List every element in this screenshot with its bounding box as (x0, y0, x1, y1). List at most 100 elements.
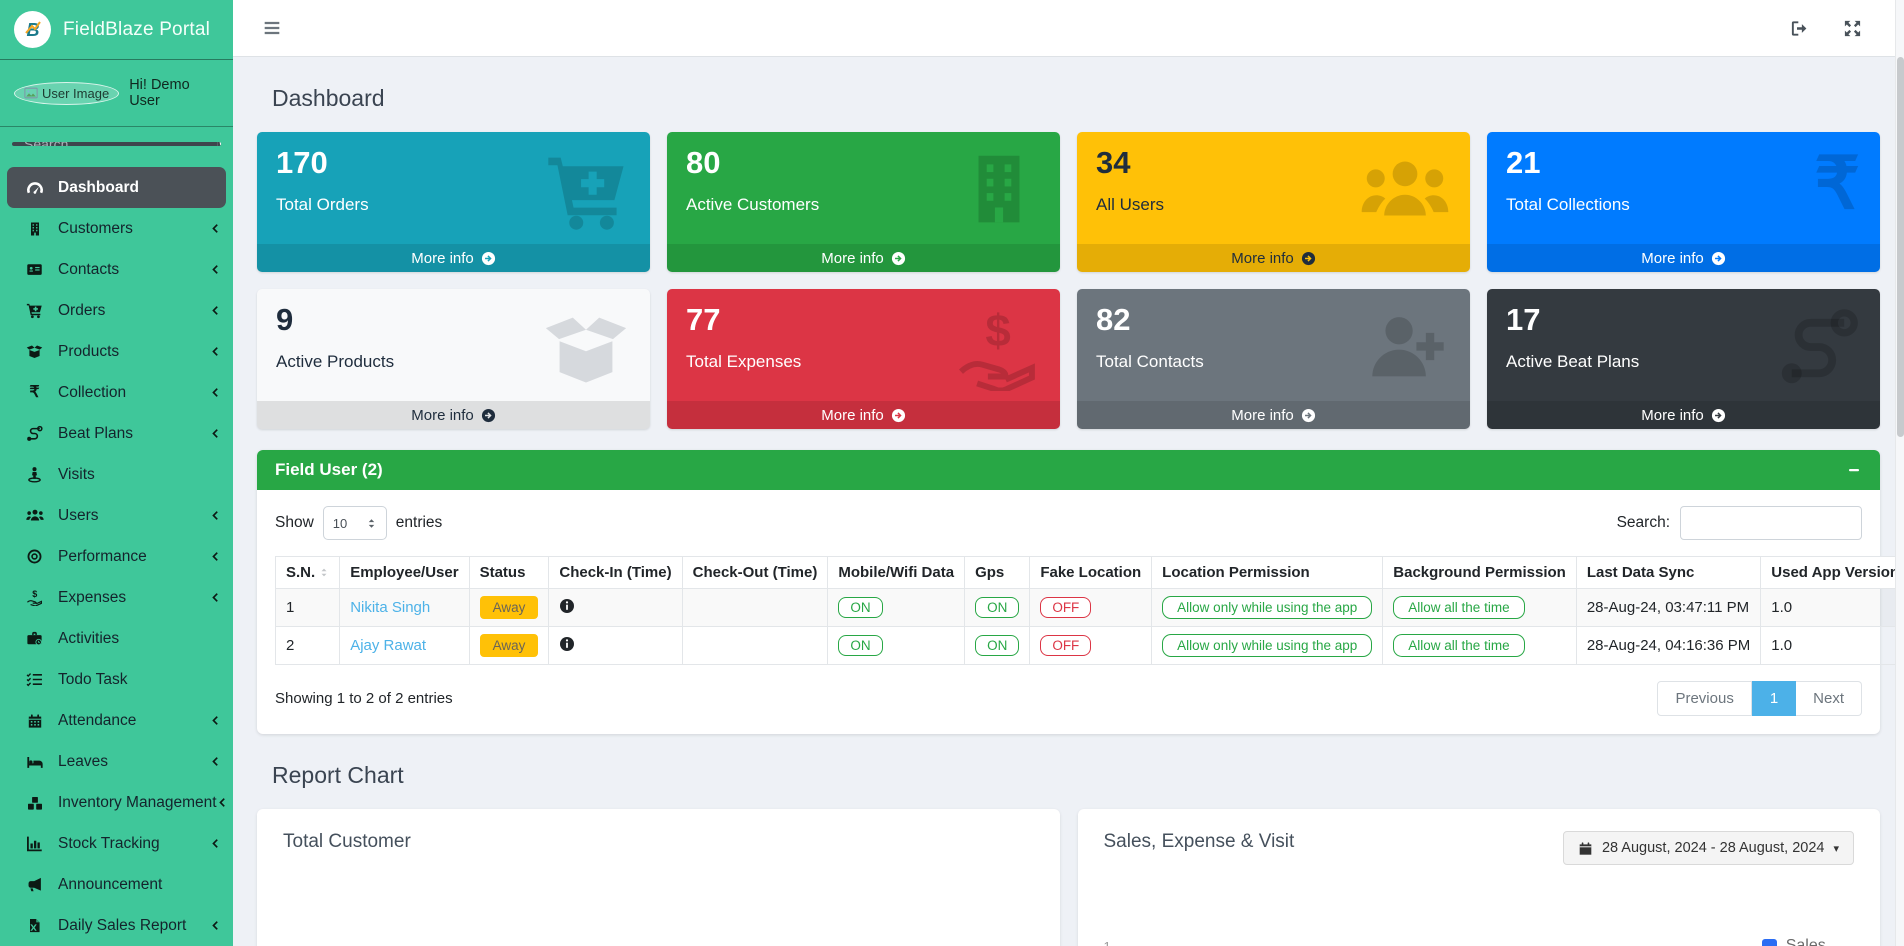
sidebar-search-button[interactable] (217, 142, 221, 146)
sidebar-item-collection[interactable]: ₹ Collection (0, 372, 233, 413)
sidebar-item-products[interactable]: Products (0, 331, 233, 372)
chart-title: Sales, Expense & Visit (1103, 831, 1295, 852)
search-icon (219, 142, 221, 146)
sidebar-item-todo-task[interactable]: Todo Task (0, 659, 233, 700)
card-total-collections: 21 Total Collections ₹ More info (1487, 132, 1880, 272)
hand-dollar-icon: $ (954, 305, 1040, 396)
sidebar-item-expenses[interactable]: $ Expenses (0, 577, 233, 618)
page-length-select[interactable]: 10 (322, 506, 387, 540)
bar-chart-icon (24, 835, 45, 852)
sidebar-item-daily-sales-report[interactable]: Daily Sales Report (0, 905, 233, 946)
field-user-panel-header: Field User (2) (257, 450, 1880, 490)
col-employee[interactable]: Employee/User (339, 556, 470, 589)
pagination-page-1[interactable]: 1 (1751, 681, 1797, 716)
user-avatar-broken-image: User Image (14, 81, 120, 105)
mobile-data-badge: ON (838, 635, 883, 656)
col-sn[interactable]: S.N. (274, 556, 341, 589)
col-last-data-sync[interactable]: Last Data Sync (1575, 556, 1762, 589)
calendar-icon (1579, 841, 1592, 855)
arrow-circle-right-icon (1711, 408, 1725, 422)
info-icon[interactable] (559, 636, 575, 652)
sidebar-item-activities[interactable]: Activities (0, 618, 233, 659)
rupee-icon: ₹ (29, 383, 40, 401)
col-checkin[interactable]: Check-In (Time) (548, 556, 683, 589)
list-check-icon (24, 671, 45, 688)
date-range-button[interactable]: 28 August, 2024 - 28 August, 2024 ▾ (1562, 831, 1854, 865)
street-view-icon (24, 466, 45, 483)
sidebar-search-input[interactable] (12, 142, 217, 146)
content: Dashboard 170 Total Orders More info 80 … (233, 57, 1904, 946)
sidebar-item-announcement[interactable]: Announcement (0, 864, 233, 905)
col-background-permission[interactable]: Background Permission (1382, 556, 1577, 589)
chevron-left-icon (217, 797, 228, 808)
sign-out-button[interactable] (1790, 19, 1809, 38)
info-icon[interactable] (559, 598, 575, 614)
arrow-circle-right-icon (1301, 408, 1315, 422)
col-status[interactable]: Status (468, 556, 550, 589)
arrow-circle-right-icon (1711, 251, 1725, 265)
sidebar-item-beat-plans[interactable]: Beat Plans (0, 413, 233, 454)
sidebar-item-attendance[interactable]: Attendance (0, 700, 233, 741)
more-info-link[interactable]: More info (1077, 401, 1470, 429)
location-permission-badge: Allow only while using the app (1162, 634, 1373, 657)
line-chart-plot: 1 Sales Expense (1104, 865, 1855, 946)
sidebar-item-performance[interactable]: Performance (0, 536, 233, 577)
rupee-icon: ₹ (1814, 144, 1860, 224)
fullscreen-button[interactable] (1843, 19, 1862, 38)
sidebar-item-visits[interactable]: Visits (0, 454, 233, 495)
collapse-panel-button[interactable] (1846, 462, 1862, 478)
table-header-row: S.N. Employee/User Status Check-In (Time… (274, 556, 1904, 589)
more-info-link[interactable]: More info (257, 244, 650, 272)
chevron-left-icon (210, 920, 221, 931)
users-icon (24, 507, 45, 525)
card-total-orders: 170 Total Orders More info (257, 132, 650, 272)
arrow-circle-right-icon (481, 408, 495, 422)
more-info-link[interactable]: More info (1487, 401, 1880, 429)
more-info-link[interactable]: More info (667, 244, 1060, 272)
table-search-input[interactable] (1680, 506, 1862, 540)
building-icon (958, 148, 1040, 235)
col-location-permission[interactable]: Location Permission (1151, 556, 1384, 589)
employee-link[interactable]: Nikita Singh (350, 599, 431, 616)
report-chart-title: Report Chart (272, 762, 404, 788)
arrow-circle-right-icon (481, 251, 495, 265)
gps-badge: ON (975, 597, 1020, 618)
sidebar-item-leaves[interactable]: Leaves (0, 741, 233, 782)
sidebar: B FieldBlaze Portal User Image Hi! Demo … (0, 0, 233, 946)
bullhorn-icon (24, 876, 45, 893)
card-total-expenses: 77 Total Expenses $ More info (667, 289, 1060, 429)
topbar (233, 0, 1904, 57)
col-fake-location[interactable]: Fake Location (1029, 556, 1153, 589)
page-title: Dashboard (272, 85, 385, 111)
sidebar-item-dashboard[interactable]: Dashboard (7, 167, 226, 208)
employee-link[interactable]: Ajay Rawat (350, 637, 427, 654)
more-info-link[interactable]: More info (257, 401, 650, 429)
sidebar-item-customers[interactable]: Customers (0, 208, 233, 249)
scrollbar-thumb[interactable] (1897, 57, 1904, 437)
col-checkout[interactable]: Check-Out (Time) (681, 556, 829, 589)
sidebar-toggle-button[interactable] (263, 19, 281, 37)
sidebar-item-users[interactable]: Users (0, 495, 233, 536)
minus-icon (1849, 469, 1859, 472)
chevron-left-icon (210, 756, 221, 767)
app-logo-icon: B (14, 11, 51, 48)
more-info-link[interactable]: More info (1077, 244, 1470, 272)
chevron-left-icon (210, 223, 221, 234)
route-icon (24, 425, 45, 442)
sidebar-item-stock-tracking[interactable]: Stock Tracking (0, 823, 233, 864)
pagination-previous[interactable]: Previous (1657, 681, 1752, 716)
col-mobile-wifi[interactable]: Mobile/Wifi Data (827, 556, 966, 589)
table-controls: Show 10 entries Search: (275, 506, 1862, 540)
pagination-next[interactable]: Next (1796, 681, 1862, 716)
arrow-circle-right-icon (1301, 251, 1315, 265)
col-used-app-version[interactable]: Used App Version (1760, 556, 1904, 589)
sidebar-item-inventory-management[interactable]: Inventory Management (0, 782, 233, 823)
cart-plus-icon (24, 302, 45, 319)
sidebar-item-contacts[interactable]: Contacts (0, 249, 233, 290)
card-total-contacts: 82 Total Contacts More info (1077, 289, 1470, 429)
more-info-link[interactable]: More info (667, 401, 1060, 429)
sidebar-item-orders[interactable]: Orders (0, 290, 233, 331)
more-info-link[interactable]: More info (1487, 244, 1880, 272)
col-gps[interactable]: Gps (964, 556, 1031, 589)
